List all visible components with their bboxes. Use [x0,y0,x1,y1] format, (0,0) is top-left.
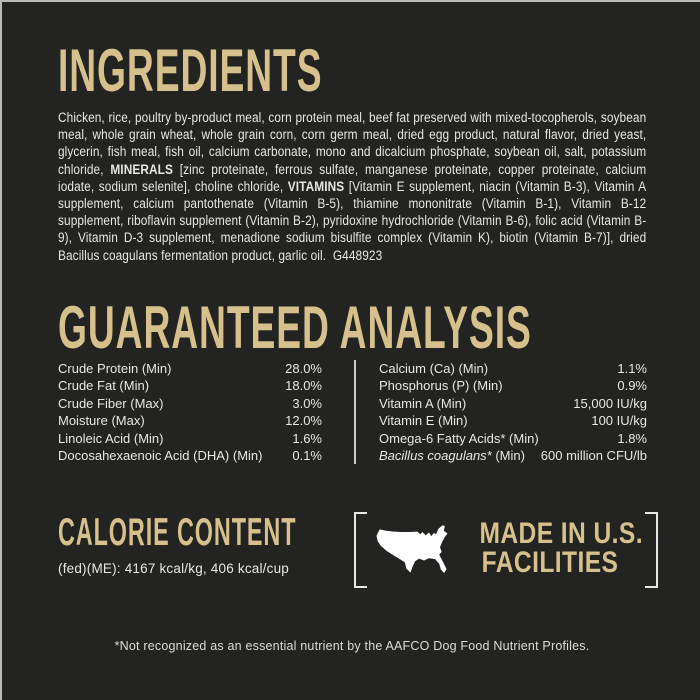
nutrient-label: Linoleic Acid (Min) [58,430,164,446]
nutrient-label: Bacillus coagulans* (Min) [379,447,525,464]
vitamins-keyword: VITAMINS [287,178,345,194]
nutrient-value: 0.9% [617,378,647,394]
analysis-column-left: Crude Protein (Min) 28.0% Crude Fat (Min… [58,360,322,464]
column-divider [354,360,356,464]
nutrient-label: Omega-6 Fatty Acids* (Min) [379,430,539,446]
analysis-row: Crude Protein (Min) 28.0% [58,360,322,377]
nutrient-label: Crude Fiber (Max) [58,395,164,411]
nutrient-label: Crude Fat (Min) [58,378,150,394]
nutrient-value: 0.1% [292,448,322,464]
minerals-keyword: MINERALS [110,161,173,177]
nutrient-value: 1.8% [617,430,647,446]
right-bracket-decoration [645,512,658,588]
analysis-row: Omega-6 Fatty Acids* (Min) 1.8% [379,430,647,447]
nutrient-value: 15,000 IU/kg [573,395,647,411]
nutrient-label: Moisture (Max) [58,413,145,429]
usa-map-icon [376,525,448,574]
nutrient-value: 1.6% [292,430,322,446]
nutrient-label: Docosahexaenoic Acid (DHA) (Min) [58,448,263,464]
analysis-column-right: Calcium (Ca) (Min) 1.1% Phosphorus (P) (… [379,360,647,464]
nutrient-value: 600 million CFU/lb [540,448,647,464]
analysis-row: Moisture (Max) 12.0% [58,412,322,429]
nutrient-label: Calcium (Ca) (Min) [379,361,489,376]
analysis-row: Docosahexaenoic Acid (DHA) (Min) 0.1% [58,447,322,464]
ingredients-segment: [Vitamin E supplement, niacin (Vitamin B… [58,178,647,263]
nutrient-label: Phosphorus (P) (Min) [379,378,503,394]
nutrient-label: Vitamin A (Min) [379,395,467,411]
nutrient-value: 100 IU/kg [591,413,647,429]
ingredients-segment: [zinc proteinate, ferrous sulfate, manga… [58,161,647,194]
made-in-us-facilities: MADE IN U.S. FACILITIES [464,517,643,579]
aafco-footnote: *Not recognized as an essential nutrient… [114,639,590,653]
analysis-row: Calcium (Ca) (Min) 1.1% [379,360,647,377]
ingredients-segment: Chicken, rice, poultry by-product meal, … [58,110,647,177]
nutrient-label: Crude Protein (Min) [58,361,172,376]
nutrient-label: Vitamin E (Min) [379,413,468,429]
analysis-row: Crude Fiber (Max) 3.0% [58,395,322,412]
nutrient-value: 18.0% [285,378,322,394]
analysis-row: Crude Fat (Min) 18.0% [58,377,322,394]
left-bracket-decoration [354,512,367,588]
ingredients-title: INGREDIENTS [58,37,323,104]
nutrient-value: 1.1% [617,361,647,376]
nutrient-label-rest: (Min) [491,448,525,464]
calorie-content-title: CALORIE CONTENT [58,511,297,554]
nutrient-label-italic: Bacillus coagulans* [379,448,492,464]
nutrient-value: 28.0% [285,361,322,376]
analysis-row: Vitamin E (Min) 100 IU/kg [379,412,647,429]
analysis-row: Vitamin A (Min) 15,000 IU/kg [379,395,647,412]
calorie-content-value: (fed)(ME): 4167 kcal/kg, 406 kcal/cup [58,561,290,576]
guaranteed-analysis-title: GUARANTEED ANALYSIS [58,294,532,361]
nutrient-value: 12.0% [285,413,322,429]
analysis-row: Linoleic Acid (Min) 1.6% [58,430,322,447]
analysis-row: Phosphorus (P) (Min) 0.9% [379,377,647,394]
ingredients-paragraph: Chicken, rice, poultry by-product meal, … [58,109,646,264]
nutrient-value: 3.0% [292,395,322,411]
made-in-line1: MADE IN U.S. [479,517,643,550]
analysis-row: Bacillus coagulans* (Min) 600 million CF… [379,447,647,464]
made-in-line2: FACILITIES [481,546,619,579]
